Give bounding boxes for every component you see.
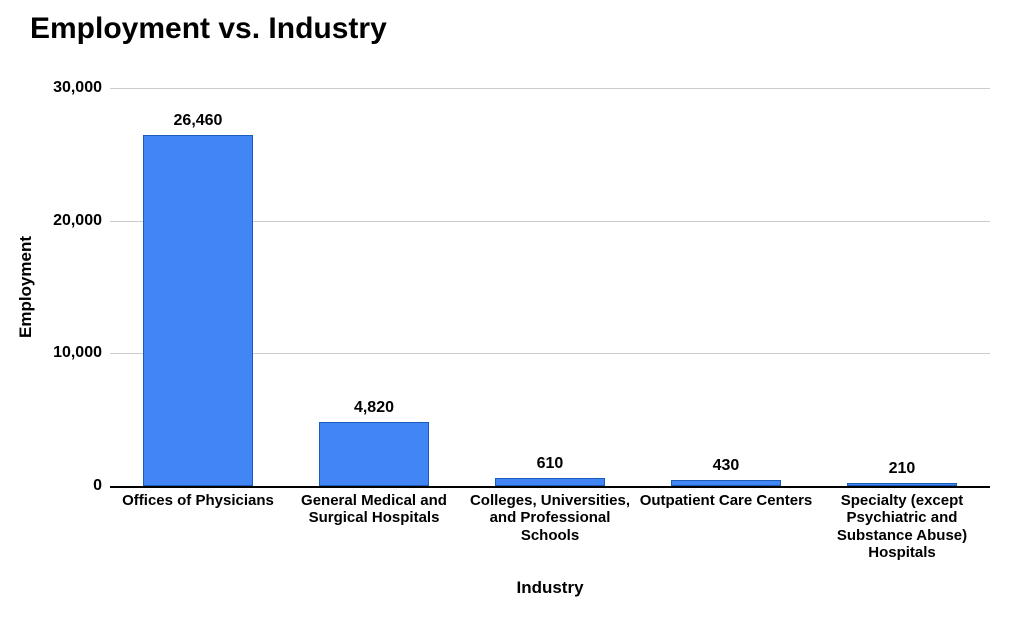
bar: 4,820: [319, 422, 430, 486]
bar: 26,460: [143, 135, 254, 486]
bar-value-label: 4,820: [354, 399, 394, 417]
x-axis-title: Industry: [110, 578, 990, 598]
y-tick-label: 20,000: [53, 212, 102, 230]
x-tick-label: Outpatient Care Centers: [638, 492, 814, 509]
bar: 210: [847, 483, 958, 486]
x-tick-label: General Medical and Surgical Hospitals: [286, 492, 462, 527]
x-tick-label: Colleges, Universities, and Professional…: [462, 492, 638, 544]
plot-area: Industry 010,00020,00030,00026,460Office…: [110, 88, 990, 488]
bar-value-label: 210: [889, 460, 916, 478]
x-tick-label: Offices of Physicians: [110, 492, 286, 509]
bar: 430: [671, 480, 782, 486]
grid-line: [110, 88, 990, 89]
y-tick-label: 0: [93, 477, 102, 495]
bar-value-label: 430: [713, 457, 740, 475]
bar: 610: [495, 478, 606, 486]
y-tick-label: 10,000: [53, 344, 102, 362]
bar-value-label: 610: [537, 455, 564, 473]
y-axis-title: Employment: [16, 236, 36, 338]
x-tick-label: Specialty (except Psychiatric and Substa…: [814, 492, 990, 561]
chart-title: Employment vs. Industry: [30, 12, 387, 46]
chart-container: Employment vs. Industry Employment Indus…: [0, 0, 1024, 633]
bar-value-label: 26,460: [174, 112, 223, 130]
y-tick-label: 30,000: [53, 79, 102, 97]
